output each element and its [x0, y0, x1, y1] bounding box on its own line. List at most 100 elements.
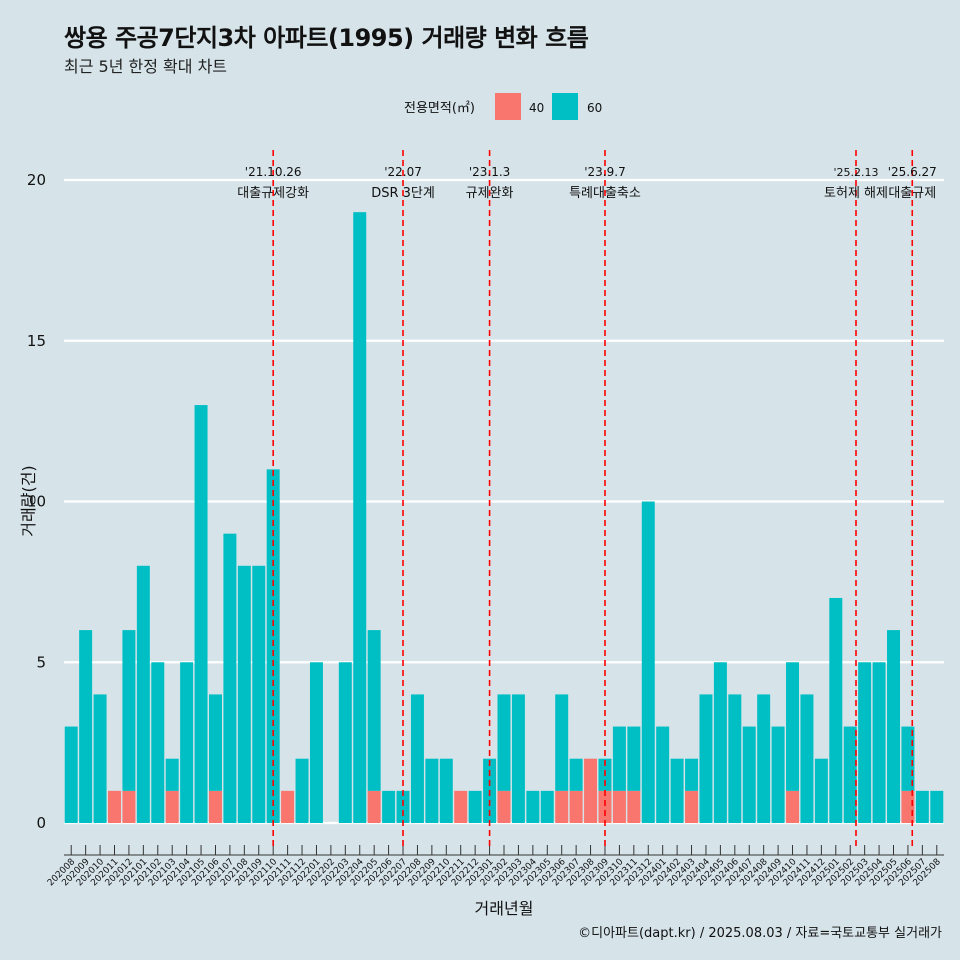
bar-40-202309	[598, 790, 612, 823]
bar-40-202311	[627, 790, 641, 823]
y-tick-label: 10	[27, 493, 46, 511]
bar-40-202011	[108, 790, 121, 823]
bar-60-202207	[396, 790, 410, 823]
event-date: '25.6.27	[888, 165, 937, 179]
bar-60-202304	[526, 790, 540, 823]
bar-60-202012	[122, 630, 136, 791]
bar-60-202404	[699, 694, 713, 823]
bar-60-202205	[367, 630, 381, 791]
bar-60-202508	[930, 790, 944, 823]
bar-60-202504	[872, 662, 886, 823]
source-caption: ©디아파트(dapt.kr) / 2025.08.03 / 자료=국토교통부 실…	[578, 926, 942, 941]
y-tick-label: 0	[36, 814, 46, 832]
legend-title: 전용면적(㎡)	[404, 101, 475, 116]
bar-40-202205	[367, 790, 381, 823]
bar-60-202403	[685, 758, 699, 791]
y-axis-title: 거래량(건)	[19, 465, 38, 536]
event-date: '25.2.13	[833, 166, 878, 179]
chart-subtitle: 최근 5년 한정 확대 차트	[64, 57, 228, 76]
bar-60-202502	[843, 726, 857, 823]
y-tick-label: 15	[27, 332, 46, 350]
event-date: '23.9.7	[584, 165, 625, 179]
event-label: 토허제 해제	[824, 186, 888, 201]
bar-40-202310	[612, 790, 626, 823]
bar-40-202211	[454, 790, 468, 823]
bar-40-202106	[208, 790, 222, 823]
bar-40-202307	[569, 790, 583, 823]
legend-key-40	[495, 93, 521, 120]
bar-40-202410	[786, 790, 800, 823]
bar-60-202307	[569, 758, 583, 791]
bar-60-202105	[194, 405, 208, 823]
bar-40-202103	[165, 790, 179, 823]
bar-60-202501	[829, 597, 843, 823]
bar-60-202210	[439, 758, 453, 823]
bar-60-202110	[266, 469, 280, 823]
bar-60-202112	[295, 758, 309, 823]
bar-60-202107	[223, 533, 237, 823]
bar-60-202402	[670, 758, 684, 823]
bar-60-202109	[252, 565, 266, 823]
bar-60-202103	[165, 758, 179, 791]
bar-60-202212	[468, 790, 482, 823]
event-label: 규제완화	[466, 186, 514, 201]
bar-60-202203	[338, 662, 352, 823]
legend-key-60	[552, 93, 578, 120]
bar-60-202204	[353, 212, 367, 823]
bar-40-202403	[685, 790, 699, 823]
bar-40-202308	[584, 758, 598, 823]
bar-60-202507	[915, 790, 929, 823]
bar-60-202411	[800, 694, 814, 823]
bar-60-202106	[208, 694, 222, 791]
event-date: '22.07	[384, 165, 422, 179]
event-date: '23.1.3	[469, 165, 510, 179]
bar-40-202012	[122, 790, 136, 823]
bar-60-202201	[309, 662, 323, 823]
event-label: 대출규제	[888, 186, 936, 201]
legend-label-60: 60	[587, 101, 602, 115]
legend-label-40: 40	[529, 101, 544, 115]
bar-40-202302	[497, 790, 511, 823]
bar-60-202312	[641, 501, 655, 823]
bar-60-202405	[713, 662, 727, 823]
y-tick-label: 20	[27, 171, 46, 189]
bar-60-202101	[136, 565, 150, 823]
bar-60-202009	[79, 630, 93, 823]
bar-60-202311	[627, 726, 641, 791]
bar-60-202303	[511, 694, 525, 823]
event-label: DSR 3단계	[371, 186, 435, 201]
bar-60-202406	[728, 694, 742, 823]
bar-60-202206	[382, 790, 396, 823]
chart-title: 쌍용 주공7단지3차 아파트(1995) 거래량 변화 흐름	[64, 24, 589, 52]
y-tick-label: 5	[36, 653, 46, 671]
bar-60-202010	[93, 694, 107, 823]
bar-60-202305	[540, 790, 554, 823]
bar-60-202407	[742, 726, 756, 823]
bar-60-202306	[555, 694, 569, 791]
bar-60-202310	[612, 726, 626, 791]
bar-60-202506	[901, 726, 915, 791]
bar-40-202111	[281, 790, 295, 823]
bar-60-202209	[425, 758, 439, 823]
bar-40-202506	[901, 790, 915, 823]
bar-60-202008	[64, 726, 78, 823]
bar-40-202306	[555, 790, 569, 823]
event-label: 특례대출축소	[569, 186, 641, 201]
bar-60-202102	[151, 662, 165, 823]
bar-60-202108	[237, 565, 251, 823]
bar-60-202302	[497, 694, 511, 791]
event-date: '21.10.26	[245, 165, 302, 179]
bar-60-202412	[814, 758, 828, 823]
event-label: 대출규제강화	[237, 186, 309, 201]
bar-60-202401	[656, 726, 670, 823]
bar-60-202505	[887, 630, 900, 823]
bar-60-202503	[858, 662, 872, 823]
x-axis-title: 거래년월	[475, 899, 534, 918]
bar-60-202409	[771, 726, 785, 823]
bar-60-202104	[180, 662, 194, 823]
bar-60-202408	[757, 694, 771, 823]
bar-60-202410	[786, 662, 800, 791]
bar-60-202208	[410, 694, 424, 823]
